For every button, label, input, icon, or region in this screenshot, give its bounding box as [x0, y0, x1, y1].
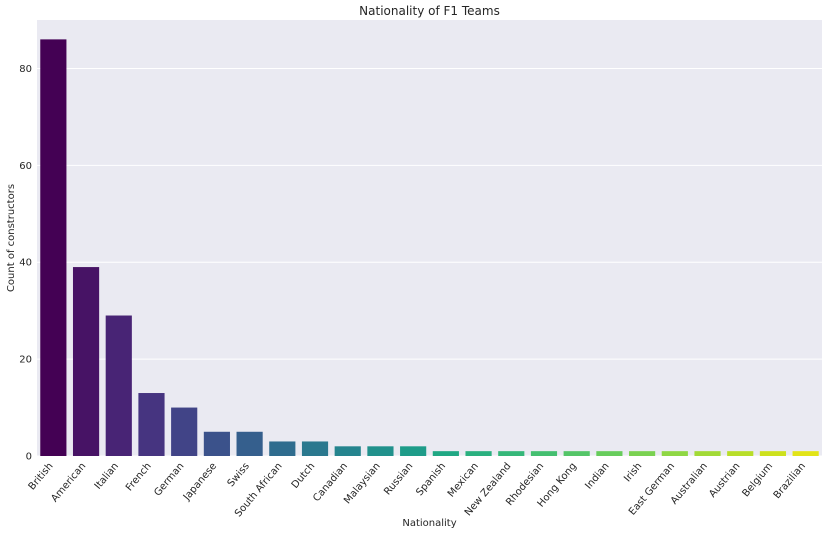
bar-american [72, 267, 100, 456]
y-tick-label: 60 [19, 161, 32, 172]
bar-indian [596, 451, 623, 456]
x-tick-label: Austrian [707, 461, 742, 500]
bar-irish [629, 451, 656, 456]
x-tick-label: American [49, 461, 88, 505]
x-tick-label: Spanish [414, 461, 448, 498]
x-axis-label: Nationality [402, 518, 456, 529]
chart-title: Nationality of F1 Teams [359, 4, 500, 18]
y-tick-label: 80 [19, 64, 32, 75]
x-tick-label: Dutch [290, 461, 318, 491]
plot-area [37, 20, 822, 456]
bar-australian [694, 451, 721, 456]
bar-spanish [432, 451, 459, 456]
bar-japanese [203, 431, 230, 456]
x-tick-label: British [27, 461, 56, 493]
x-tick-label: Swiss [226, 461, 252, 489]
bar-south-african [269, 441, 296, 456]
bar-new-zealand [498, 451, 525, 456]
bar-belgium [759, 451, 787, 456]
x-tick-label: French [124, 461, 154, 494]
y-tick-label: 0 [26, 452, 32, 463]
bar-british [40, 39, 67, 456]
bars [40, 39, 819, 456]
bar-german [171, 407, 198, 456]
y-tick-label: 40 [19, 258, 32, 269]
bar-east-german [661, 451, 688, 456]
x-tick-label: Irish [622, 461, 644, 484]
x-tick-label: Indian [583, 461, 611, 492]
gridlines [37, 67, 822, 457]
x-tick-label: German [152, 461, 186, 499]
y-axis-label: Count of constructors [6, 184, 17, 292]
y-axis-ticks: 0 20 40 60 80 [19, 64, 32, 463]
bar-french [138, 393, 165, 456]
bar-russian [400, 446, 427, 456]
bar-mexican [465, 451, 492, 456]
bar-dutch [301, 441, 329, 456]
bar-swiss [236, 431, 263, 456]
x-tick-label: Italian [93, 461, 121, 492]
bar-hong-kong [563, 451, 590, 456]
x-tick-label: Mexican [446, 461, 481, 500]
bar-austrian [727, 451, 754, 456]
bar-italian [105, 315, 132, 456]
y-tick-label: 20 [19, 355, 32, 366]
bar-rhodesian [530, 451, 558, 456]
x-tick-label: Belgium [740, 461, 775, 499]
bar-brazilian [792, 451, 819, 456]
x-tick-label: Japanese [181, 461, 219, 504]
bar-canadian [334, 446, 361, 456]
x-tick-label: Brazilian [772, 461, 808, 501]
bar-malaysian [367, 446, 394, 456]
x-tick-label: Russian [382, 461, 415, 498]
